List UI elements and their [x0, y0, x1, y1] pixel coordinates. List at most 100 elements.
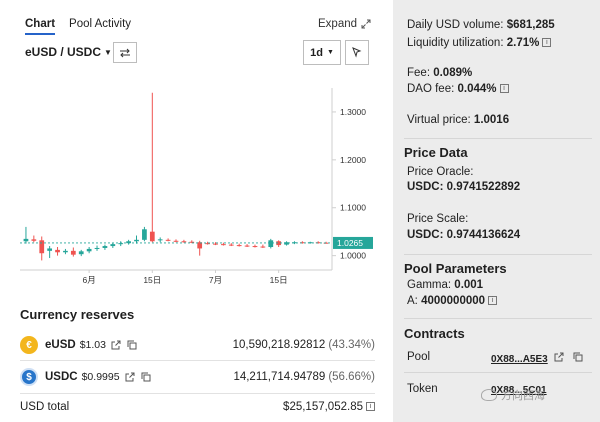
- info-icon[interactable]: i: [366, 402, 375, 412]
- x-tick-label: 6月: [83, 275, 96, 285]
- candle-body: [157, 239, 163, 241]
- candle-body: [47, 248, 53, 251]
- copy-icon[interactable]: [141, 372, 151, 382]
- candle-body: [205, 243, 210, 245]
- pool-contract-label: Pool: [407, 351, 431, 363]
- expand-icon: [361, 19, 371, 29]
- divider: [404, 138, 592, 139]
- wechat-logo-icon: [481, 389, 497, 401]
- candle-body: [276, 241, 282, 246]
- candle-body: [39, 240, 45, 254]
- candle-body: [189, 241, 195, 243]
- price-scale-value: USDC: 0.9744136624: [407, 229, 521, 241]
- swap-arrows-icon: [120, 48, 130, 57]
- expand-label: Expand: [318, 18, 358, 30]
- usd-total-row: USD total $25,157,052.85 i: [20, 401, 375, 413]
- tab-chart[interactable]: Chart: [25, 18, 56, 35]
- reserves-title: Currency reserves: [20, 307, 135, 322]
- amplification: A: 4000000000 i: [407, 295, 498, 307]
- candle-body: [94, 247, 100, 249]
- liquidity-utilization: Liquidity utilization: 2.71% i: [407, 37, 552, 49]
- price-scale-label: Price Scale:: [407, 213, 469, 225]
- external-link-icon[interactable]: [125, 372, 135, 382]
- candle-body: [102, 246, 108, 248]
- x-tick-label: 15日: [143, 275, 161, 285]
- copy-icon[interactable]: [573, 352, 583, 362]
- candle-body: [86, 248, 92, 252]
- candle-body: [260, 246, 266, 248]
- divider: [20, 360, 375, 361]
- eusd-coin-icon: €: [20, 336, 38, 354]
- current-price-tag: [333, 236, 373, 249]
- candle-body: [173, 240, 179, 242]
- candle-body: [78, 251, 84, 255]
- candle-body: [236, 245, 242, 247]
- pool-params-title: Pool Parameters: [404, 261, 507, 276]
- right-panel: Daily USD volume: $681,285 Liquidity uti…: [393, 0, 600, 422]
- x-tick-label: 7月: [209, 275, 222, 285]
- price-chart[interactable]: 1.3000 1.2000 1.1000 1.0000 1.0265 6月 15日 7月 15日: [0, 80, 393, 290]
- reserve-price: $1.03: [79, 339, 106, 351]
- cursor-icon: [352, 47, 362, 58]
- watermark-text: 方向西海: [501, 390, 545, 402]
- left-panel: Chart Pool Activity Expand eUSD / USDC ▼…: [0, 18, 393, 413]
- usdc-coin-icon: $: [20, 368, 38, 386]
- token-contract-link[interactable]: 0X88...5C01: [491, 385, 547, 396]
- divider: [404, 318, 592, 319]
- candle-body: [149, 231, 155, 242]
- pool-contract-link[interactable]: 0X88...A5E3: [491, 352, 589, 365]
- reserve-amount: 10,590,218.92812 (43.34%): [232, 339, 375, 351]
- expand-button[interactable]: Expand: [318, 18, 371, 30]
- gamma: Gamma: 0.001: [407, 279, 484, 291]
- divider: [404, 372, 592, 373]
- candle-body: [126, 241, 131, 244]
- candle-body: [181, 241, 187, 243]
- reserve-row-usdc: $ USDC $0.9995 14,211,714.94789 (56.66%): [20, 365, 375, 389]
- copy-icon[interactable]: [127, 340, 137, 350]
- candle-body: [197, 242, 203, 249]
- candle-body: [268, 240, 274, 248]
- candle-body: [244, 245, 250, 247]
- interval-label: 1d: [310, 46, 323, 59]
- candle-body: [142, 229, 147, 240]
- pair-label: eUSD / USDC: [25, 45, 102, 59]
- divider: [20, 393, 375, 394]
- reserve-amount: 14,211,714.94789 (56.66%): [233, 371, 375, 383]
- tab-pool-activity[interactable]: Pool Activity: [69, 18, 132, 30]
- info-icon[interactable]: i: [542, 38, 552, 48]
- external-link-icon[interactable]: [111, 340, 121, 350]
- pair-selector[interactable]: eUSD / USDC ▼: [25, 45, 112, 59]
- candle-body: [118, 243, 124, 245]
- token-contract-label: Token: [407, 383, 438, 395]
- info-icon[interactable]: i: [488, 296, 498, 306]
- candle-body: [221, 244, 226, 246]
- contracts-title: Contracts: [404, 326, 465, 341]
- price-data-title: Price Data: [404, 145, 468, 160]
- price-oracle-value: USDC: 0.9741522892: [407, 181, 521, 193]
- y-tick-label: 1.3000: [340, 107, 366, 117]
- reserve-price: $0.9995: [81, 371, 120, 383]
- candle-body: [23, 238, 29, 242]
- chart-tabs: Chart Pool Activity: [25, 18, 131, 35]
- interval-select[interactable]: 1d ▼: [303, 40, 341, 65]
- candle-body: [284, 242, 289, 245]
- fee: Fee: 0.089%: [407, 67, 473, 79]
- watermark: 方向西海: [481, 387, 545, 403]
- y-tick-label: 1.1000: [340, 203, 366, 213]
- reserve-symbol: eUSD: [45, 339, 76, 351]
- candle-body: [165, 239, 171, 241]
- external-link-icon[interactable]: [554, 352, 564, 362]
- x-tick-label: 15日: [270, 275, 288, 285]
- virtual-price: Virtual price: 1.0016: [407, 114, 510, 126]
- price-oracle-label: Price Oracle:: [407, 166, 474, 178]
- usd-total-label: USD total: [20, 401, 70, 413]
- swap-pair-button[interactable]: [113, 42, 137, 63]
- cursor-tool-button[interactable]: [345, 40, 369, 65]
- info-icon[interactable]: i: [499, 84, 509, 94]
- divider: [404, 254, 592, 255]
- candle-body: [213, 243, 218, 245]
- candle-body: [252, 246, 258, 248]
- reserve-symbol: USDC: [45, 371, 78, 383]
- candle-body: [307, 242, 313, 244]
- reserve-row-eusd: € eUSD $1.03 10,590,218.92812 (43.34%): [20, 334, 375, 356]
